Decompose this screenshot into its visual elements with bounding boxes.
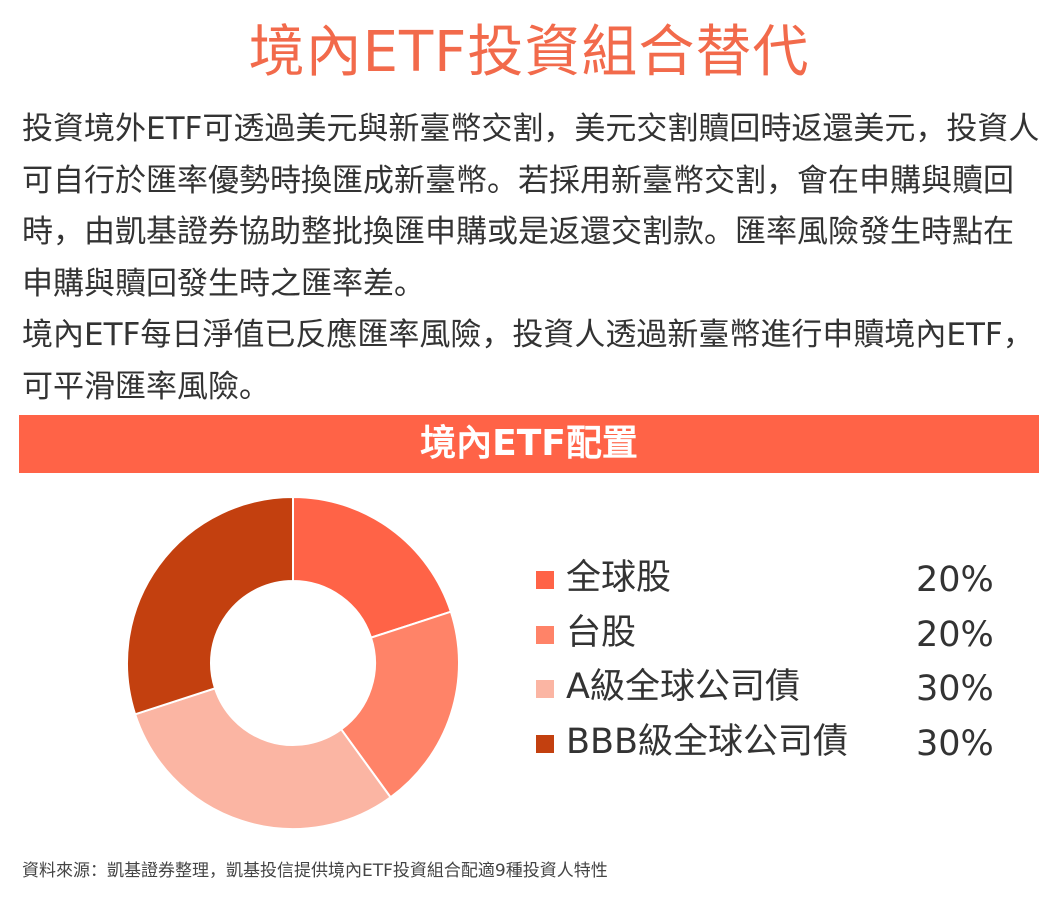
donut-slice-3 <box>133 687 392 830</box>
donut-chart <box>126 495 460 830</box>
section-banner: 境內ETF配置 <box>19 415 1039 473</box>
legend-swatch <box>536 734 554 753</box>
legend-item: 全球股 20% <box>536 555 1006 610</box>
paragraph-domestic-etf: 境內ETF每日淨值已反應匯率風險，投資人透過新臺幣進行申贖境內ETF，可平滑匯率… <box>22 317 1034 405</box>
legend-value: 20% <box>916 560 994 600</box>
source-note: 資料來源：凱基證券整理，凱基投信提供境內ETF投資組合配適9種投資人特性 <box>22 861 608 881</box>
donut-slice-2 <box>339 610 460 799</box>
page-title: 境內ETF投資組合替代 <box>248 20 810 85</box>
legend-swatch <box>536 571 554 589</box>
legend-value: 30% <box>916 669 994 709</box>
legend-value: 30% <box>916 723 994 764</box>
description-text: 投資境外ETF可透過美元與新臺幣交割，美元交割贖回時返還美元，投資人可自行於匯率… <box>22 104 1042 413</box>
legend-item: BBB級全球公司債 30% <box>536 719 1006 774</box>
legend-item: 台股 20% <box>536 610 1006 665</box>
legend-label: A級全球公司債 <box>566 667 800 707</box>
legend-label: 台股 <box>566 612 637 653</box>
legend-item: A級全球公司債 30% <box>536 664 1006 719</box>
chart-legend: 全球股 20% 台股 20% A級全球公司債 30% BBB級全球公司債 30% <box>536 555 1006 773</box>
legend-swatch <box>536 680 554 698</box>
legend-swatch <box>536 625 554 644</box>
donut-slice-4 <box>126 495 294 716</box>
donut-slice-1 <box>292 495 453 639</box>
legend-label: BBB級全球公司債 <box>566 721 849 762</box>
paragraph-currency-settlement: 投資境外ETF可透過美元與新臺幣交割，美元交割贖回時返還美元，投資人可自行於匯率… <box>22 111 1040 302</box>
legend-label: 全球股 <box>566 558 672 598</box>
legend-value: 20% <box>916 614 994 655</box>
